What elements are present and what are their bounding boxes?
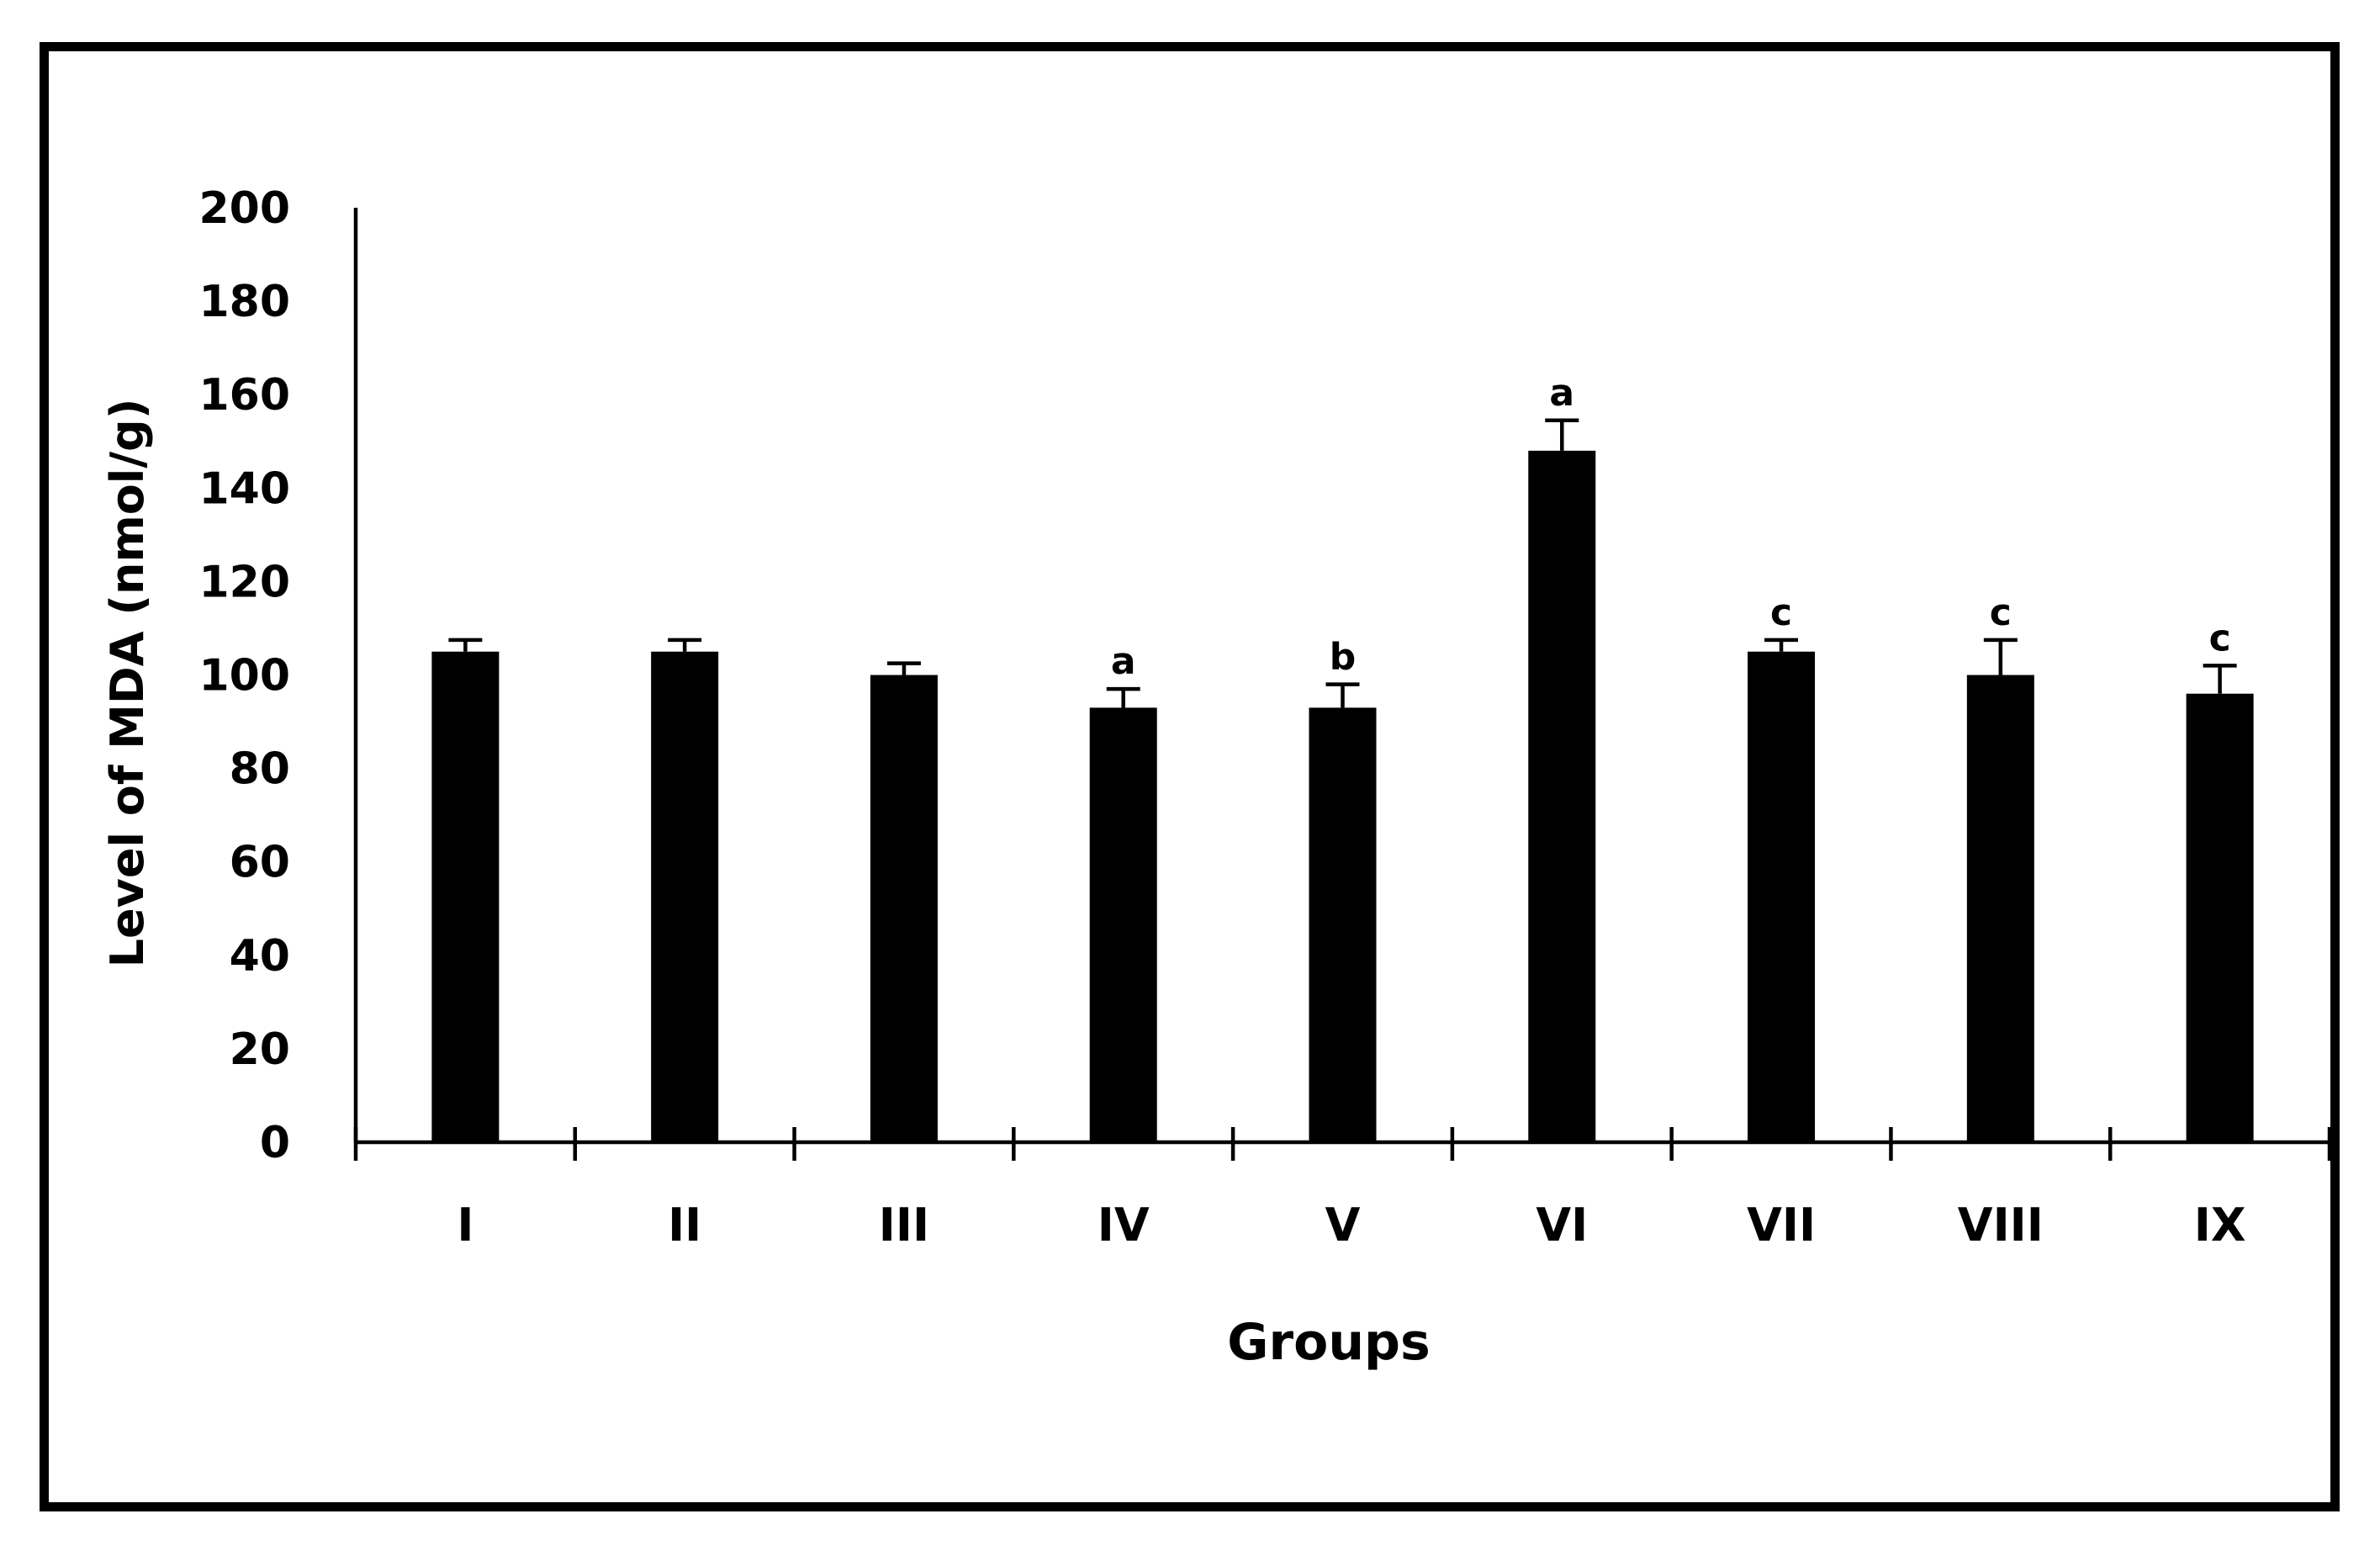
bar-ix <box>2186 693 2254 1142</box>
y-tick-label: 120 <box>198 557 290 607</box>
figure-frame <box>40 42 2340 1511</box>
bar-v <box>1309 707 1377 1142</box>
y-axis-title: Level of MDA (nmol/g) <box>101 399 154 968</box>
x-category-label: IV <box>1097 1199 1150 1252</box>
x-category-label: IX <box>2194 1199 2246 1252</box>
bar-iii <box>870 675 938 1142</box>
y-tick-label: 100 <box>198 651 290 701</box>
y-tick-label: 40 <box>230 931 290 982</box>
bar-iv <box>1089 707 1157 1142</box>
bar-annotation: c <box>2209 617 2231 659</box>
bar-viii <box>1966 675 2034 1142</box>
x-category-label: V <box>1325 1199 1361 1252</box>
y-tick-label: 140 <box>198 463 290 514</box>
bar-annotation: a <box>1111 640 1136 683</box>
bar-vi <box>1528 450 1596 1142</box>
x-axis-title: Groups <box>1227 1313 1430 1372</box>
bar-vii <box>1748 651 1816 1142</box>
y-tick-label: 0 <box>260 1118 290 1168</box>
y-tick-label: 180 <box>198 277 290 327</box>
bar-i <box>431 651 500 1142</box>
y-tick-label: 80 <box>230 744 290 795</box>
x-category-label: III <box>879 1199 929 1252</box>
y-tick-label: 160 <box>198 370 290 421</box>
y-tick-label: 60 <box>230 838 290 888</box>
bar-annotation: a <box>1549 372 1574 415</box>
x-category-label: II <box>668 1199 701 1252</box>
x-category-label: I <box>457 1199 473 1252</box>
y-tick-label: 20 <box>230 1024 290 1075</box>
bar-ii <box>651 651 719 1142</box>
x-category-label: VIII <box>1958 1199 2044 1252</box>
x-category-label: VI <box>1536 1199 1588 1252</box>
y-tick-label: 200 <box>198 183 290 234</box>
bar-annotation: c <box>1990 591 2012 634</box>
bar-annotation: b <box>1330 636 1357 679</box>
bar-annotation: c <box>1770 591 1792 634</box>
x-category-label: VII <box>1747 1199 1816 1252</box>
